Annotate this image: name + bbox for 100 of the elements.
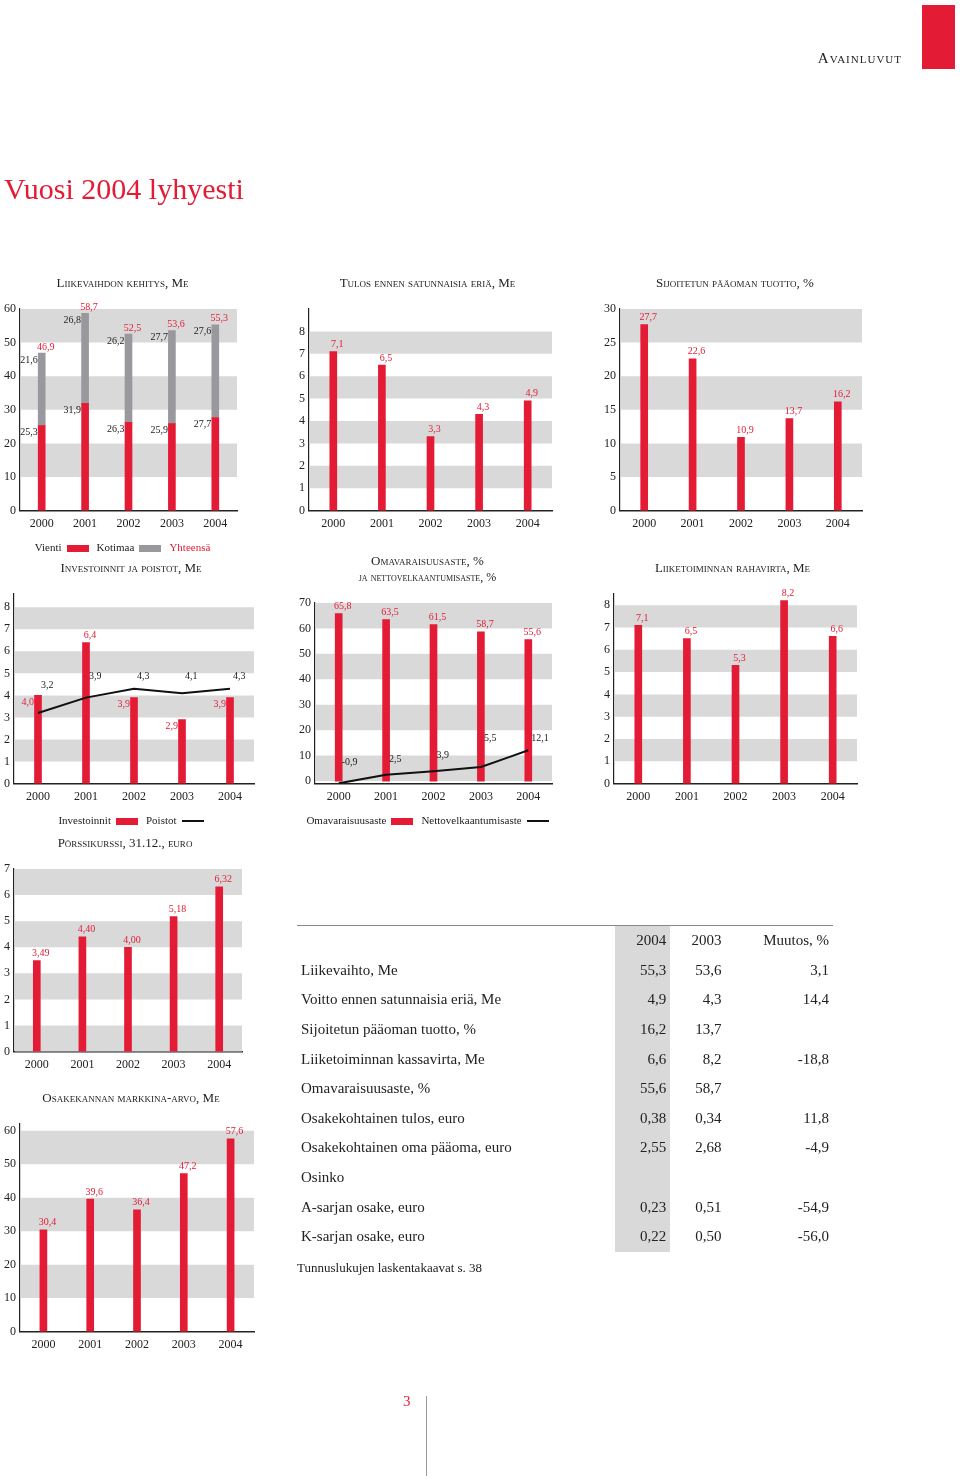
y-tick-label: 40 [4,1189,16,1204]
x-tick-label: 2000 [29,515,54,530]
y-tick-label: 20 [4,435,16,450]
y-tick-label: 7 [299,345,305,360]
data-label: 39,6 [85,1185,103,1197]
y-tick-label: 1 [604,753,610,768]
x-tick-label: 2002 [122,788,146,803]
data-label: 27,7 [150,331,168,343]
y-tick-label: 1 [4,753,10,768]
data-label: 0,38 [615,1103,671,1134]
x-tick-label: 2002 [116,1056,140,1071]
y-tick-label: 0 [4,775,10,790]
legend-label: 2003 [670,925,726,956]
y-tick-label: 0 [305,773,311,788]
bar [426,436,435,511]
y-tick-label: 50 [4,334,16,349]
y-tick-label: 4 [299,413,305,428]
data-label: 2,68 [694,1138,723,1158]
bar [168,330,176,424]
data-label: 21,6 [20,353,38,365]
total-label: 53,6 [167,318,185,330]
data-label: 30,4 [38,1216,57,1228]
y-tick-label: 3 [4,709,10,724]
x-tick-label: 2002 [418,515,443,530]
bar [737,437,745,511]
bar [429,624,438,782]
x-tick-label: 2003 [772,788,797,803]
x-tick-label: 2004 [515,515,540,530]
y-tick-label: 3 [604,708,610,723]
legend-label: Poistot [145,814,178,826]
y-tick-label: 7 [4,861,10,876]
legend-label: Nettovelkaantumisaste [421,814,523,826]
data-label: 8,2 [701,1049,723,1069]
x-tick-label: 2001 [674,788,699,803]
y-tick-label: 8 [604,597,610,612]
data-label: 4,3 [476,400,490,412]
text: 3 [403,1393,411,1410]
bar [780,600,788,784]
y-tick-label: 30 [604,301,616,316]
x-tick-label: 2000 [326,788,351,803]
data-label: 4,00 [123,933,141,945]
bar [226,697,234,784]
y-tick-label: 0 [299,502,305,517]
chart-title: Liikevaihdon kehitys, Me [55,275,190,291]
data-label: 31,9 [63,404,82,416]
y-tick-label: 8 [4,599,10,614]
category-label: Osakekohtainen oma pääoma, euro [300,1138,513,1158]
x-tick-label: 2000 [31,1336,56,1351]
text: Muutos, % [725,925,833,956]
x-tick-label: 2001 [374,788,399,803]
bar [475,413,483,511]
x-tick-label: 2001 [73,515,98,530]
y-tick-label: 7 [604,619,610,634]
bar [382,619,390,782]
data-label: 26,3 [107,422,125,434]
x-tick-label: 2001 [70,1056,95,1071]
text: Tunnuslukujen laskentakaavat s. 38 [297,1259,484,1276]
data-label: -0,9 [341,756,358,768]
x-tick-label: 2002 [116,515,141,530]
bar [32,960,41,1052]
y-tick-label: 0 [604,775,610,790]
data-label: 55,6 [523,626,542,638]
y-tick-label: 6 [604,641,610,656]
data-label: 2,55 [615,1133,671,1163]
bar [179,1173,188,1332]
data-label: 4,3 [137,670,150,682]
y-tick-label: 5 [604,664,610,679]
data-label: 14,4 [801,990,830,1010]
bar [688,358,697,511]
y-tick-label: 8 [299,323,305,338]
bar [78,936,87,1052]
x-tick-label: 2003 [467,515,492,530]
data-label: 3,49 [32,947,50,959]
data-label: -54,9 [796,1197,830,1217]
data-label: 8,2 [781,587,795,599]
data-label: 36,4 [132,1196,150,1208]
y-tick-label: 25 [604,334,616,349]
data-label: 5,3 [733,652,746,663]
data-label: 13,7 [784,405,803,417]
y-tick-label: 70 [299,595,311,610]
bar [86,1198,95,1332]
legend-label: Omavaraisuusaste [306,814,388,826]
data-label: 58,7 [694,1079,723,1099]
bar [731,665,740,784]
x-tick-label: 2003 [159,515,184,530]
bar [378,364,386,511]
bar [39,1229,48,1332]
bar [82,642,90,784]
bar [81,403,89,511]
text: Vuosi 2004 lyhyesti [4,172,244,206]
y-tick-label: 20 [299,722,311,737]
bar [37,425,46,511]
data-label: 3,1 [809,960,830,980]
x-tick-label: 2002 [729,515,753,530]
legend-label: Investoinnit [58,814,112,826]
bar [785,418,794,511]
category-label: Liiketoiminnan kassavirta, Me [300,1049,486,1069]
y-tick-label: 20 [604,368,616,383]
data-label: 4,3 [701,990,723,1010]
data-label: 27,7 [193,418,212,430]
